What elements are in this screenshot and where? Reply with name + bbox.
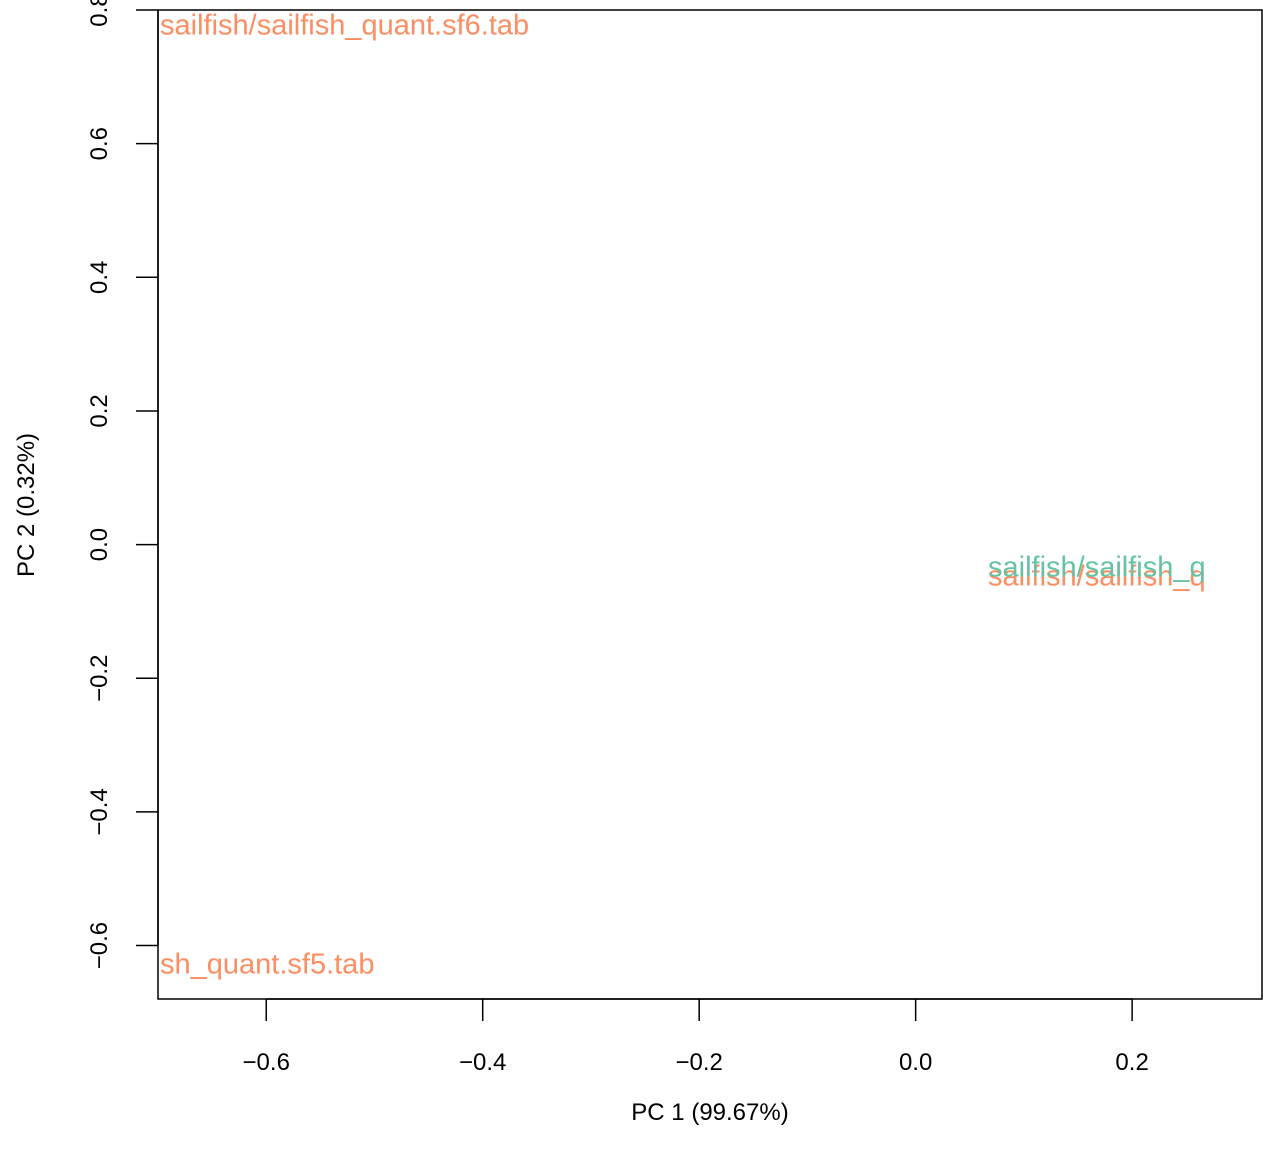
plot-box <box>157 9 1263 1000</box>
x-axis-label: PC 1 (99.67%) <box>631 1099 788 1126</box>
y-tick-label: 0.6 <box>86 127 113 160</box>
x-axis: −0.6 −0.4 −0.2 0.0 0.2 <box>243 998 1149 1076</box>
y-axis: −0.6 −0.4 −0.2 0.0 0.2 0.4 0.6 0.8 <box>86 0 159 969</box>
x-tick-label: −0.2 <box>675 1049 722 1076</box>
y-tick-label: −0.2 <box>86 655 113 702</box>
y-tick-label: 0.4 <box>86 261 113 294</box>
x-tick-label: −0.6 <box>243 1049 290 1076</box>
y-tick-label: 0.0 <box>86 528 113 561</box>
x-tick-label: 0.2 <box>1115 1049 1148 1076</box>
y-tick-label: 0.8 <box>86 0 113 27</box>
x-tick-label: 0.0 <box>899 1049 932 1076</box>
point-label: sh_quant.sf5.tab <box>160 949 374 981</box>
y-tick-label: −0.4 <box>86 788 113 835</box>
point-labels: sailfish/sailfish_quant.sf6.tab sh_quant.… <box>160 10 1206 981</box>
point-label: sailfish/sailfish_q <box>988 560 1206 592</box>
point-label: sailfish/sailfish_q <box>988 552 1206 584</box>
x-tick-label: −0.4 <box>459 1049 506 1076</box>
y-tick-label: 0.2 <box>86 394 113 427</box>
y-axis-label: PC 2 (0.32%) <box>13 433 40 577</box>
point-label: sailfish/sailfish_quant.sf6.tab <box>160 10 529 42</box>
y-tick-label: −0.6 <box>86 922 113 969</box>
